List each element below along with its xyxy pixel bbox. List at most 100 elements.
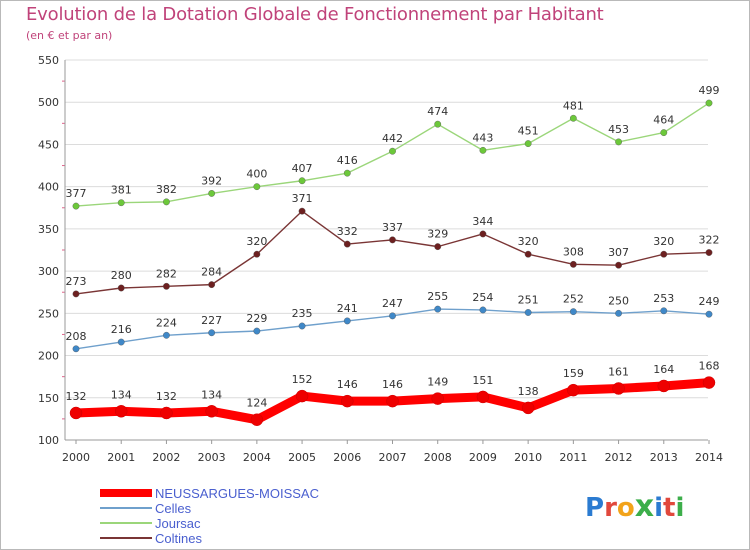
data-point (615, 261, 622, 269)
data-label: 499 (699, 84, 720, 97)
data-label: 451 (518, 125, 539, 138)
legend-swatch (100, 522, 152, 524)
legend-label: Joursac (155, 516, 201, 531)
data-label: 320 (653, 235, 674, 248)
data-labels: 377 381 382 392 400 407 416 442 474 443 451 481 453 4… (66, 84, 720, 410)
x-tick-label: 2012 (605, 451, 633, 464)
data-label: 161 (608, 365, 629, 378)
data-point (569, 308, 577, 316)
data-label: 307 (608, 246, 629, 259)
data-label: 308 (563, 245, 584, 258)
x-tick-label: 2013 (650, 451, 678, 464)
data-label: 392 (201, 174, 222, 187)
data-point (72, 290, 80, 298)
data-label: 208 (66, 330, 87, 343)
data-label: 254 (472, 291, 493, 304)
data-point (567, 383, 580, 397)
data-point (117, 199, 125, 207)
data-label: 132 (156, 390, 177, 403)
y-tick-label: 250 (38, 307, 59, 320)
data-label: 371 (292, 192, 313, 205)
data-label: 464 (653, 114, 674, 127)
data-point (208, 190, 216, 197)
data-label: 134 (111, 388, 132, 401)
data-point (657, 379, 671, 393)
data-label: 332 (337, 225, 358, 238)
chart-title: Evolution de la Dotation Globale de Fonc… (26, 4, 604, 25)
data-label: 284 (201, 266, 222, 279)
y-tick-label: 150 (38, 392, 59, 405)
data-label: 453 (608, 123, 629, 136)
data-label: 216 (111, 323, 132, 336)
data-label: 132 (66, 390, 87, 403)
data-label: 227 (201, 314, 222, 327)
data-point (298, 207, 306, 215)
y-tick-label: 100 (38, 434, 59, 447)
data-point (431, 392, 444, 405)
data-point (389, 147, 396, 155)
data-point (253, 250, 261, 258)
data-point (476, 390, 490, 404)
data-point (389, 236, 396, 244)
x-tick-label: 2007 (379, 451, 407, 464)
data-point (114, 405, 128, 418)
grid (65, 59, 708, 441)
y-tick-label: 550 (38, 54, 59, 67)
data-label: 146 (382, 378, 403, 391)
x-tick-label: 2002 (152, 451, 180, 464)
data-point (479, 146, 487, 154)
data-label: 251 (518, 293, 539, 306)
x-tick-label: 2005 (288, 451, 316, 464)
data-point (72, 202, 80, 210)
data-point (163, 282, 170, 290)
data-label: 152 (292, 373, 313, 386)
data-label: 320 (518, 235, 539, 248)
data-point (479, 230, 487, 238)
data-label: 224 (156, 316, 177, 329)
data-label: 322 (699, 234, 720, 247)
data-point (569, 260, 577, 268)
y-tick-label: 200 (38, 350, 59, 363)
y-tick-label: 500 (38, 96, 59, 109)
data-point (208, 329, 216, 337)
data-point (389, 312, 396, 320)
axes: 100 150 200 250 300 350 400 450 500 550 2000 2001 20… (38, 54, 723, 464)
legend-label: Celles (155, 501, 192, 516)
data-label: 241 (337, 302, 358, 315)
data-point (208, 281, 216, 289)
data-point (343, 240, 351, 248)
data-label: 229 (246, 312, 267, 325)
x-tick-label: 2009 (469, 451, 497, 464)
data-point (163, 198, 170, 206)
data-point (612, 382, 625, 395)
data-point (205, 405, 218, 418)
data-point (69, 406, 83, 420)
data-label: 247 (382, 297, 403, 310)
data-label: 382 (156, 183, 177, 196)
data-point (117, 284, 125, 292)
data-point (341, 394, 354, 408)
data-label: 474 (427, 105, 448, 118)
data-point (434, 305, 442, 313)
data-label: 168 (699, 360, 720, 373)
data-label: 252 (563, 293, 584, 306)
data-point (705, 99, 713, 107)
data-point (524, 309, 532, 316)
data-label: 151 (472, 374, 493, 387)
data-label: 250 (608, 294, 629, 307)
data-point (298, 322, 306, 330)
data-label: 164 (653, 363, 674, 376)
legend-swatch (100, 507, 152, 509)
legend-swatch (100, 489, 152, 497)
data-label: 255 (427, 290, 448, 303)
y-tick-label: 350 (38, 223, 59, 236)
data-label: 235 (292, 307, 313, 320)
data-point (117, 338, 125, 346)
x-tick-label: 2008 (424, 451, 452, 464)
x-tick-label: 2001 (107, 451, 135, 464)
data-point (479, 306, 487, 314)
data-point (524, 140, 532, 148)
proxiti-logo: Proxiti (585, 489, 685, 524)
data-label: 481 (563, 99, 584, 112)
data-point (386, 394, 399, 408)
